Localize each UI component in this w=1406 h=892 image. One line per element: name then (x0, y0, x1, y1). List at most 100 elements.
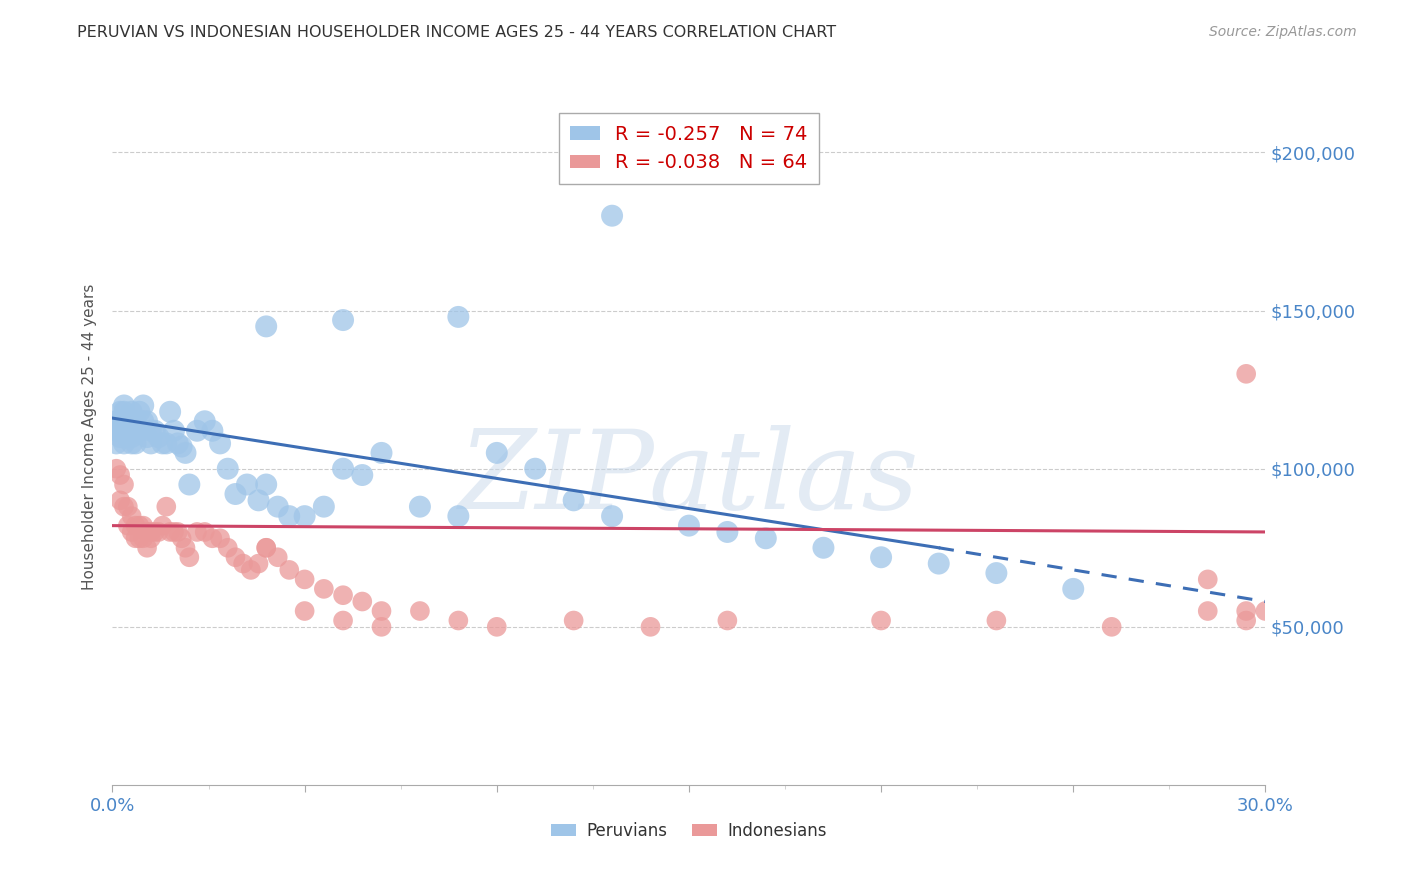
Point (112, 424, 135, 438)
Point (174, 446, 197, 460)
Point (117, 430, 139, 444)
Point (148, 430, 170, 444)
Point (1101, 620, 1123, 634)
Point (121, 509, 143, 524)
Point (124, 424, 146, 438)
Point (562, 493, 585, 508)
Point (352, 468, 374, 483)
Point (170, 440, 193, 454)
Point (136, 414, 159, 428)
Point (163, 424, 186, 438)
Point (105, 414, 128, 428)
Point (332, 313, 354, 327)
Point (294, 573, 316, 587)
Point (128, 518, 150, 533)
Point (870, 550, 893, 565)
Point (447, 310, 470, 324)
Point (108, 414, 131, 428)
Point (447, 509, 470, 524)
Point (267, 550, 290, 565)
Point (159, 524, 181, 539)
Point (148, 524, 170, 539)
Point (108, 424, 131, 438)
Point (209, 436, 232, 450)
Point (155, 500, 177, 514)
Point (112, 500, 135, 514)
Point (870, 614, 893, 628)
Point (166, 436, 188, 450)
Point (105, 436, 128, 450)
Point (143, 524, 166, 539)
Point (112, 414, 135, 428)
Point (485, 620, 508, 634)
Point (108, 405, 131, 419)
Point (139, 524, 162, 539)
Point (312, 500, 335, 514)
Point (117, 424, 139, 438)
Point (370, 446, 392, 460)
Point (370, 620, 392, 634)
Point (124, 518, 146, 533)
Point (1197, 604, 1219, 618)
Point (128, 424, 150, 438)
Point (112, 436, 135, 450)
Point (186, 524, 208, 539)
Point (236, 477, 259, 491)
Point (600, 509, 623, 524)
Point (1062, 582, 1084, 596)
Point (370, 604, 392, 618)
Point (121, 405, 143, 419)
Point (716, 614, 738, 628)
Point (678, 518, 700, 533)
Point (159, 405, 181, 419)
Point (136, 430, 159, 444)
Point (108, 430, 131, 444)
Point (194, 414, 217, 428)
Point (267, 500, 290, 514)
Point (139, 436, 162, 450)
Point (132, 414, 155, 428)
Point (112, 399, 135, 413)
Point (409, 500, 432, 514)
Point (108, 493, 131, 508)
Point (254, 319, 277, 334)
Point (332, 614, 354, 628)
Point (755, 531, 778, 545)
Point (332, 461, 354, 475)
Text: ZIPatlas: ZIPatlas (458, 425, 920, 533)
Point (121, 436, 143, 450)
Point (121, 524, 143, 539)
Point (485, 446, 508, 460)
Point (121, 430, 143, 444)
Point (247, 493, 270, 508)
Point (986, 614, 1008, 628)
Point (352, 594, 374, 608)
Point (179, 477, 201, 491)
Point (232, 557, 254, 571)
Point (132, 399, 155, 413)
Point (201, 424, 224, 438)
Point (166, 524, 188, 539)
Point (186, 424, 208, 438)
Point (716, 524, 738, 539)
Point (117, 500, 139, 514)
Point (1234, 367, 1257, 381)
Point (136, 524, 159, 539)
Point (1234, 614, 1257, 628)
Point (1197, 573, 1219, 587)
Point (179, 550, 201, 565)
Point (108, 468, 131, 483)
Point (124, 531, 146, 545)
Point (224, 487, 246, 501)
Point (139, 424, 162, 438)
Point (562, 614, 585, 628)
Point (105, 461, 128, 475)
Point (217, 541, 239, 555)
Point (170, 531, 193, 545)
Point (121, 414, 143, 428)
Point (136, 541, 159, 555)
Point (600, 209, 623, 223)
Point (124, 414, 146, 428)
Point (143, 424, 166, 438)
Point (294, 604, 316, 618)
